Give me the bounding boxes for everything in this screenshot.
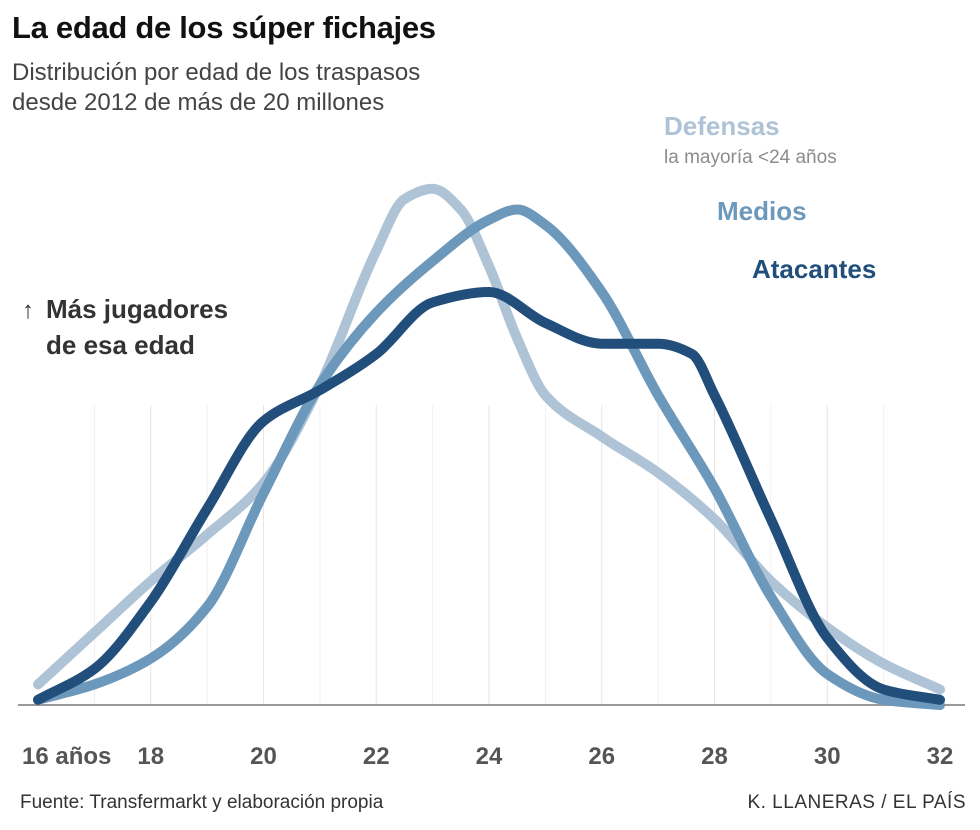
x-tick-label-24: 24	[476, 743, 503, 770]
series-line-medios	[33, 204, 945, 710]
x-tick-label-16: 16 años	[22, 743, 111, 770]
x-tick-label-22: 22	[363, 743, 390, 770]
legend-label-atacantes: Atacantes	[752, 254, 877, 284]
x-tick-label-30: 30	[814, 743, 841, 770]
arrow-up-icon: ↑	[22, 297, 34, 324]
source-note: Fuente: Transfermarkt y elaboración prop…	[20, 792, 384, 813]
legend-label-defensas: Defensas	[664, 111, 780, 141]
chart-title: La edad de los súper fichajes	[12, 10, 436, 45]
vertical-gridlines	[93, 405, 885, 705]
legend-note-defensas: la mayoría <24 años	[664, 147, 837, 168]
subtitle-line-2: desde 2012 de más de 20 millones	[12, 89, 385, 116]
x-tick-labels: 16 años 18 20 22 24 26 28 30 32	[22, 743, 953, 770]
y-direction-annotation: ↑ Más jugadores de esa edad	[22, 292, 228, 362]
legend-label-medios: Medios	[717, 196, 807, 226]
subtitle-line-1: Distribución por edad de los traspasos	[12, 59, 421, 86]
series-line-atacantes	[33, 287, 945, 705]
chart-subtitle: Distribución por edad de los traspasos d…	[12, 58, 532, 118]
x-tick-label-26: 26	[588, 743, 615, 770]
series-lines	[33, 183, 945, 710]
annotation-line-2: de esa edad	[46, 330, 195, 360]
annotation-line-1: Más jugadores	[46, 294, 229, 324]
x-tick-label-28: 28	[701, 743, 728, 770]
x-tick-label-18: 18	[137, 743, 164, 770]
x-tick-label-20: 20	[250, 743, 277, 770]
credit-note: K. LLANERAS / EL PAÍS	[747, 792, 966, 813]
x-tick-label-32: 32	[927, 743, 954, 770]
